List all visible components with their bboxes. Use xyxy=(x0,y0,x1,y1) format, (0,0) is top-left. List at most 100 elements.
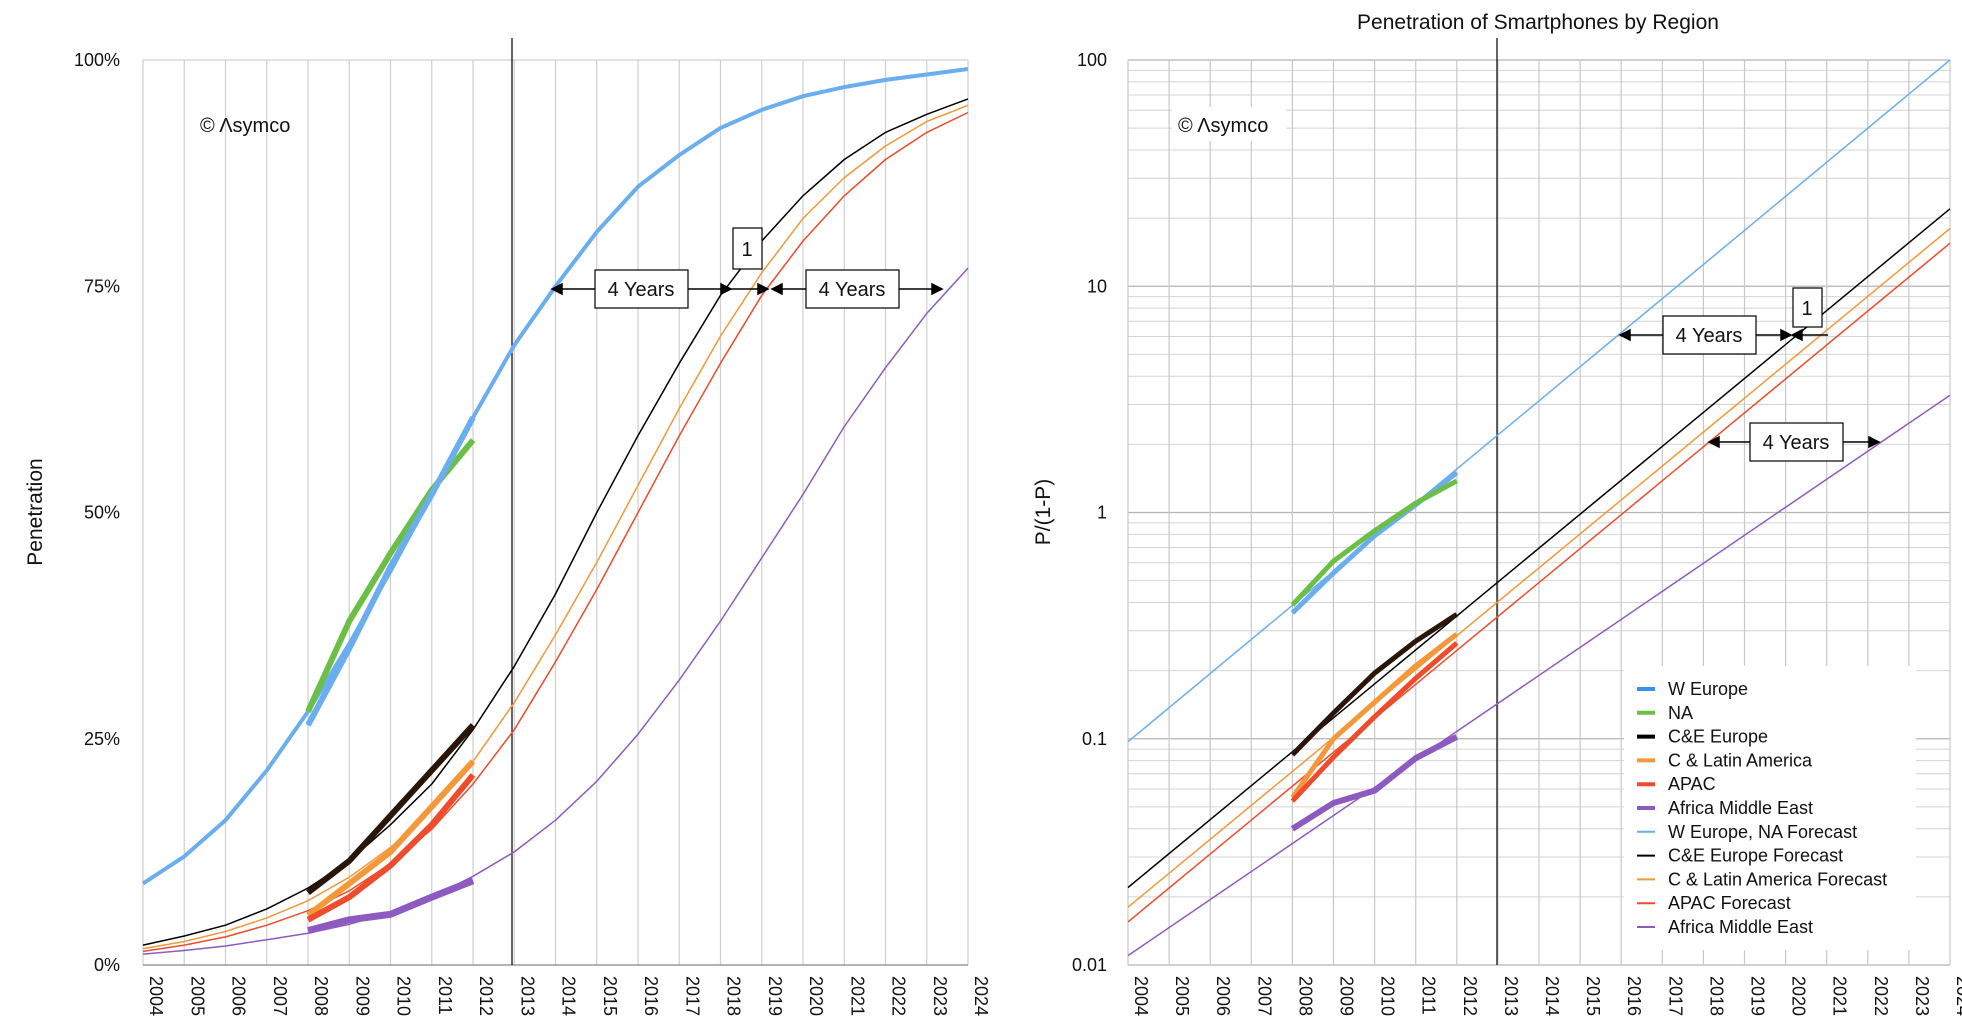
right-x-tick-label: 2022 xyxy=(1871,976,1891,1016)
left-y-tick-label: 75% xyxy=(84,276,120,296)
right-y-axis-label: P/(1-P) xyxy=(1032,479,1055,546)
left-annotation-arrows xyxy=(550,282,944,296)
right-annotation-4-years-a: 4 Years xyxy=(1662,315,1757,355)
left-x-tick-label: 2015 xyxy=(600,976,620,1016)
right-x-tick-label: 2010 xyxy=(1378,976,1398,1016)
right-x-tick-label: 2019 xyxy=(1748,976,1768,1016)
right-x-tick-label: 2023 xyxy=(1912,976,1932,1016)
legend-label-ceeu_fc: C&E Europe Forecast xyxy=(1668,846,1843,866)
right-x-tick-labels: 2004 2005 2006 2007 2008 2009 2010 2011 2012 2013… xyxy=(1131,976,1962,1016)
right-watermark-box: © Λsymco xyxy=(1172,107,1286,141)
legend-label-cla: C & Latin America xyxy=(1668,750,1813,770)
left-series-weu_fc xyxy=(141,67,969,886)
right-series-na xyxy=(1290,478,1458,607)
left-annotation-1-year: 1 xyxy=(732,227,763,270)
left-x-tick-label: 2022 xyxy=(889,976,909,1016)
legend-label-apac: APAC xyxy=(1668,774,1716,794)
right-x-tick-label: 2005 xyxy=(1172,976,1192,1016)
svg-text:4 Years: 4 Years xyxy=(1763,432,1830,454)
left-watermark: © Λsymco xyxy=(200,115,290,137)
right-x-tick-label: 2013 xyxy=(1501,976,1521,1016)
right-x-tick-label: 2007 xyxy=(1254,976,1274,1016)
right-series-ame_fc xyxy=(1127,394,1951,957)
right-y-tick-label: 0.01 xyxy=(1072,955,1107,975)
left-x-tick-label: 2006 xyxy=(229,976,249,1016)
right-y-tick-label: 0.1 xyxy=(1082,729,1107,749)
right-chart-title: Penetration of Smartphones by Region xyxy=(1357,11,1719,34)
right-watermark: © Λsymco xyxy=(1178,115,1268,137)
left-x-tick-label: 2005 xyxy=(187,976,207,1016)
left-annotation-4-years-a: 4 Years xyxy=(594,269,689,309)
left-annotation-4-years-b: 4 Years xyxy=(805,269,900,309)
right-y-tick-label: 10 xyxy=(1087,276,1107,296)
left-series-ame xyxy=(307,877,475,934)
right-annotation-arrows xyxy=(1618,328,1881,449)
left-x-tick-label: 2009 xyxy=(352,976,372,1016)
svg-text:1: 1 xyxy=(741,239,752,261)
left-x-tick-label: 2012 xyxy=(476,976,496,1016)
legend-label-na: NA xyxy=(1668,703,1693,723)
left-series-apac_fc xyxy=(142,111,969,953)
left-x-tick-label: 2019 xyxy=(765,976,785,1016)
left-series-apac xyxy=(306,773,476,923)
left-y-tick-label: 50% xyxy=(84,503,120,523)
left-series xyxy=(141,67,969,955)
left-x-tick-label: 2017 xyxy=(682,976,702,1016)
right-series-weu_fc xyxy=(1127,59,1951,743)
left-x-tick-labels: 2004 2005 2006 2007 2008 2009 2010 2011 2012 2013… xyxy=(146,976,991,1016)
left-y-tick-label: 0% xyxy=(94,955,120,975)
left-x-tick-label: 2018 xyxy=(724,976,744,1016)
right-series-apac xyxy=(1290,641,1459,803)
right-series xyxy=(1127,59,1951,957)
left-y-tick-labels: 0% 25% 50% 75% 100% xyxy=(74,50,120,975)
left-x-tick-label: 2007 xyxy=(270,976,290,1016)
right-series-cla_fc xyxy=(1127,227,1951,908)
left-x-tick-label: 2021 xyxy=(847,976,867,1016)
right-x-tick-label: 2017 xyxy=(1665,976,1685,1016)
right-series-apac_fc xyxy=(1127,242,1951,923)
legend-label-weu: W Europe xyxy=(1668,679,1748,699)
legend-label-weu_fc: W Europe, NA Forecast xyxy=(1668,822,1857,842)
right-x-tick-label: 2021 xyxy=(1830,976,1850,1016)
penetration-chart: 0% 25% 50% 75% 100% 2004 2005 2006 2007 2008 2009… xyxy=(24,38,991,1016)
right-x-tick-label: 2024 xyxy=(1953,976,1962,1016)
left-y-axis-label: Penetration xyxy=(24,458,47,565)
left-x-tick-label: 2008 xyxy=(311,976,331,1016)
left-y-tick-label: 100% xyxy=(74,50,120,70)
right-y-tick-label: 100 xyxy=(1077,50,1107,70)
right-x-tick-label: 2004 xyxy=(1131,976,1151,1016)
left-x-tick-label: 2014 xyxy=(559,976,579,1016)
right-x-tick-label: 2016 xyxy=(1624,976,1644,1016)
right-y-tick-labels: 0.01 0.1 1 10 100 xyxy=(1072,50,1107,975)
right-x-tick-label: 2015 xyxy=(1583,976,1603,1016)
right-x-tick-label: 2020 xyxy=(1789,976,1809,1016)
legend-label-cla_fc: C & Latin America Forecast xyxy=(1668,869,1887,889)
svg-text:4 Years: 4 Years xyxy=(608,279,675,301)
right-x-tick-label: 2011 xyxy=(1419,976,1439,1015)
left-grid xyxy=(142,59,969,966)
right-y-tick-label: 1 xyxy=(1097,503,1107,523)
log-odds-chart: Penetration of Smartphones by Region 0.0… xyxy=(1032,11,1962,1016)
right-x-tick-label: 2006 xyxy=(1213,976,1233,1016)
left-y-tick-label: 25% xyxy=(84,729,120,749)
svg-text:4 Years: 4 Years xyxy=(1676,325,1743,347)
left-x-tick-label: 2011 xyxy=(435,976,455,1015)
right-annotation-4-years-b: 4 Years xyxy=(1749,422,1844,462)
left-series-cla_fc xyxy=(142,104,969,950)
legend-label-ceeu: C&E Europe xyxy=(1668,727,1768,747)
right-x-tick-label: 2014 xyxy=(1542,976,1562,1016)
right-x-tick-label: 2009 xyxy=(1337,976,1357,1016)
right-x-tick-label: 2008 xyxy=(1295,976,1315,1016)
left-x-tick-label: 2023 xyxy=(930,976,950,1016)
left-series-weu xyxy=(305,416,476,727)
left-x-tick-label: 2016 xyxy=(641,976,661,1016)
right-x-tick-label: 2018 xyxy=(1706,976,1726,1016)
left-x-tick-label: 2004 xyxy=(146,976,166,1016)
left-series-cla xyxy=(306,759,476,918)
right-x-tick-label: 2012 xyxy=(1460,976,1480,1016)
left-series-ceeu_fc xyxy=(142,98,969,946)
right-annotation-1-year: 1 xyxy=(1792,287,1823,328)
left-x-tick-label: 2010 xyxy=(394,976,414,1016)
left-x-tick-label: 2020 xyxy=(806,976,826,1016)
